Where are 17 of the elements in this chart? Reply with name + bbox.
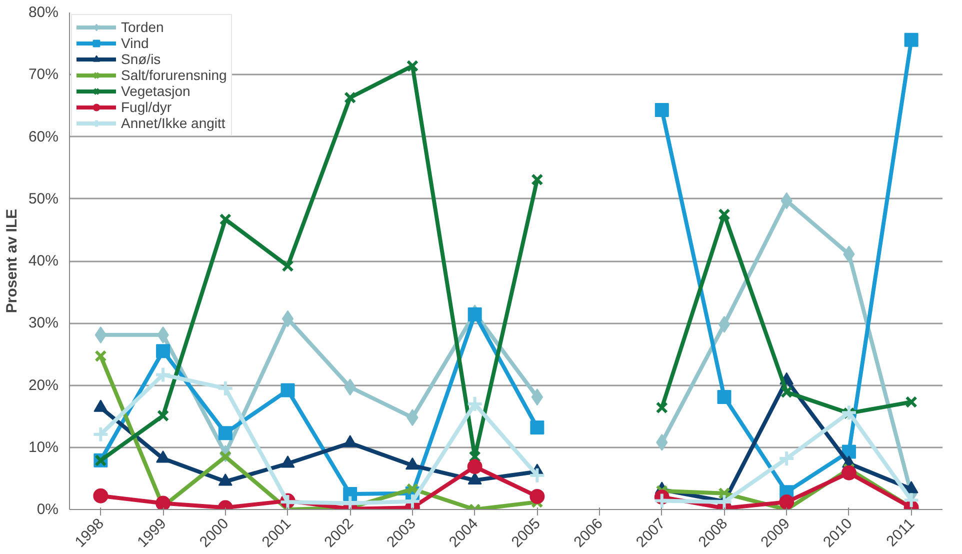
legend-label: Torden xyxy=(121,19,164,35)
y-tick-label: 10% xyxy=(28,438,59,456)
y-tick-label: 30% xyxy=(28,314,59,332)
legend-label: Vind xyxy=(121,35,149,51)
y-tick-label: 50% xyxy=(28,190,59,208)
legend-label: Vegetasjon xyxy=(121,83,190,99)
y-tick-label: 70% xyxy=(28,66,59,84)
legend-label: Snø/is xyxy=(121,51,161,67)
legend-label: Salt/forurensning xyxy=(121,67,227,83)
y-axis-title: Prosent av ILE xyxy=(3,208,20,314)
y-tick-label: 60% xyxy=(28,128,59,146)
y-tick-label: 40% xyxy=(28,252,59,270)
legend-label: Annet/Ikke angitt xyxy=(121,115,226,131)
legend-label: Fugl/dyr xyxy=(121,99,172,115)
y-tick-label: 80% xyxy=(28,4,59,21)
y-tick-label: 20% xyxy=(28,376,59,394)
y-tick-label: 0% xyxy=(36,501,59,518)
